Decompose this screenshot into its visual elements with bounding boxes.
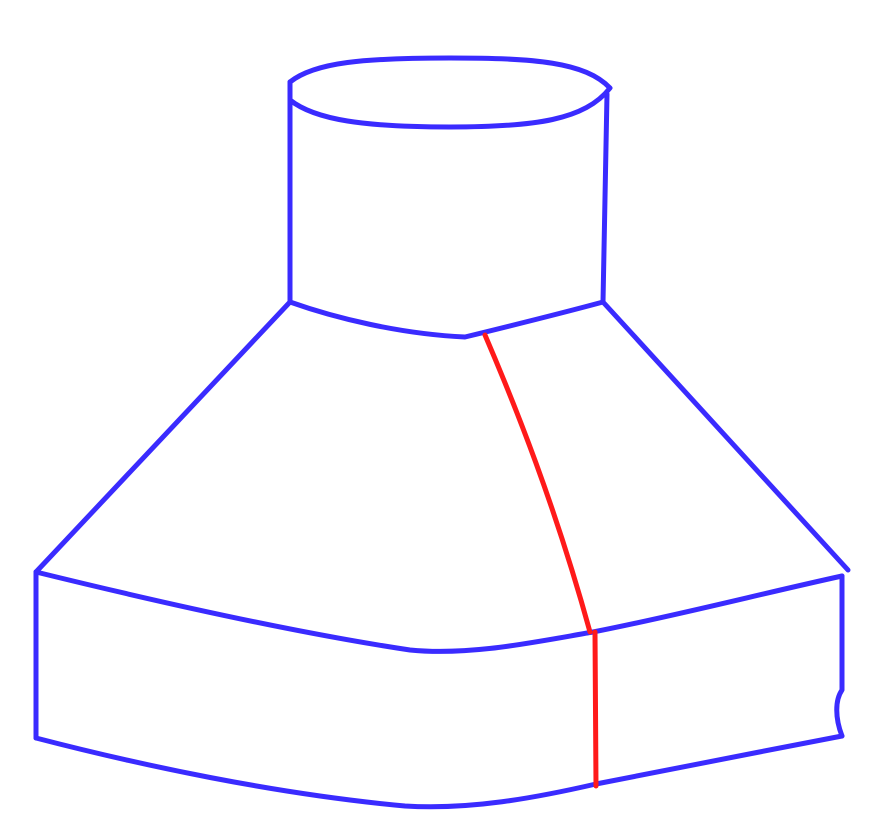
base-top-left-edge xyxy=(33,569,596,654)
base-right-edge xyxy=(834,573,845,739)
frustum-right-edge xyxy=(600,299,851,573)
seam-group xyxy=(482,332,599,789)
top-ellipse xyxy=(287,55,613,130)
frustum-left-edge xyxy=(33,299,293,575)
outline-group xyxy=(33,55,851,810)
base-bottom-curve xyxy=(33,733,845,810)
seam-line-lower xyxy=(592,629,599,789)
cylinder-bottom-curve xyxy=(287,299,606,340)
seam-line-upper xyxy=(482,332,593,635)
cylinder-right-edge xyxy=(600,91,610,305)
base-top-right-edge xyxy=(590,573,845,635)
